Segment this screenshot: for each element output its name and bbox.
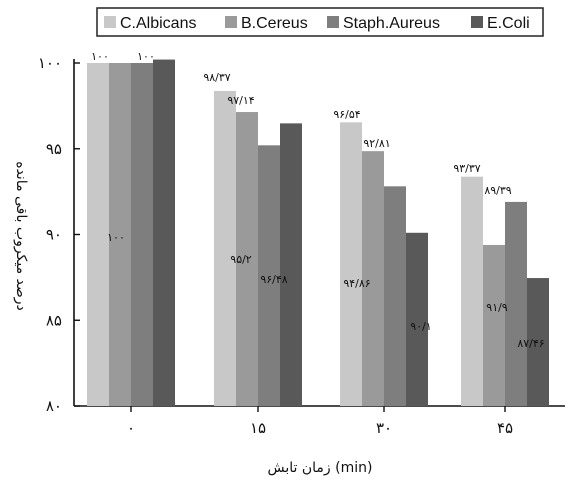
y-tick-label: ۱۰۰: [38, 54, 62, 72]
data-label: ۹۵/۲: [230, 253, 252, 266]
data-label: ۱۰۰: [107, 231, 125, 244]
data-label: ۹۳/۳۷: [453, 162, 480, 175]
bar-e-coli: [280, 123, 302, 406]
data-label: ۹۱/۹: [486, 301, 508, 314]
bar-staph-aureus: [131, 63, 153, 406]
legend-swatch-b-cereus: [225, 16, 237, 28]
x-axis-title: زمان تابش (min): [268, 460, 373, 476]
data-label: ۱۰۰: [137, 50, 155, 63]
data-label: ۹۴/۸۶: [343, 277, 370, 290]
y-tick-label: ۸۵: [46, 311, 62, 329]
x-tick-label: ۰: [127, 419, 135, 437]
data-label: ۹۶/۴۸: [260, 273, 287, 286]
bar-c-albicans: [461, 177, 483, 406]
legend-swatch-staph-aureus: [327, 16, 339, 28]
bar-c-albicans: [214, 91, 236, 406]
data-label: ۹۸/۳۷: [203, 71, 230, 84]
data-label: ۹۰/۱: [410, 320, 431, 333]
y-tick-label: ۹۰: [46, 226, 62, 244]
x-tick-label: ۱۵: [250, 419, 266, 437]
bar-staph-aureus: [384, 186, 406, 406]
legend-swatch-e-coli: [471, 16, 483, 28]
y-axis-title: درصد میکروب باقی مانده: [13, 161, 29, 311]
bar-b-cereus: [483, 245, 505, 406]
legend-label-b-cereus: B.Cereus: [241, 15, 308, 32]
legend-label-staph-aureus: Staph.Aureus: [343, 15, 440, 32]
data-label: ۹۷/۱۴: [227, 94, 254, 107]
bars: [87, 60, 549, 406]
data-label: ۸۷/۴۶: [517, 337, 544, 350]
x-tick-label: ۳۰: [376, 419, 392, 437]
bar-c-albicans: [340, 122, 362, 406]
data-label: ۹۲/۸۱: [363, 137, 390, 150]
bar-c-albicans: [87, 63, 109, 406]
data-label: ۸۹/۳۹: [484, 184, 511, 197]
legend-swatch-c-albicans: [104, 16, 116, 28]
data-label: ۱۰۰: [91, 50, 109, 63]
y-tick-label: ۸۰: [46, 397, 62, 415]
y-tick-label: ۹۵: [46, 140, 62, 158]
bar-e-coli: [153, 60, 175, 406]
legend: C.Albicans B.Cereus Staph.Aureus E.Coli: [97, 8, 543, 36]
legend-label-c-albicans: C.Albicans: [120, 15, 196, 32]
legend-label-e-coli: E.Coli: [487, 15, 530, 32]
x-tick-label: ۴۵: [497, 419, 513, 437]
bar-staph-aureus: [505, 202, 527, 406]
data-label: ۹۶/۵۴: [333, 108, 360, 121]
